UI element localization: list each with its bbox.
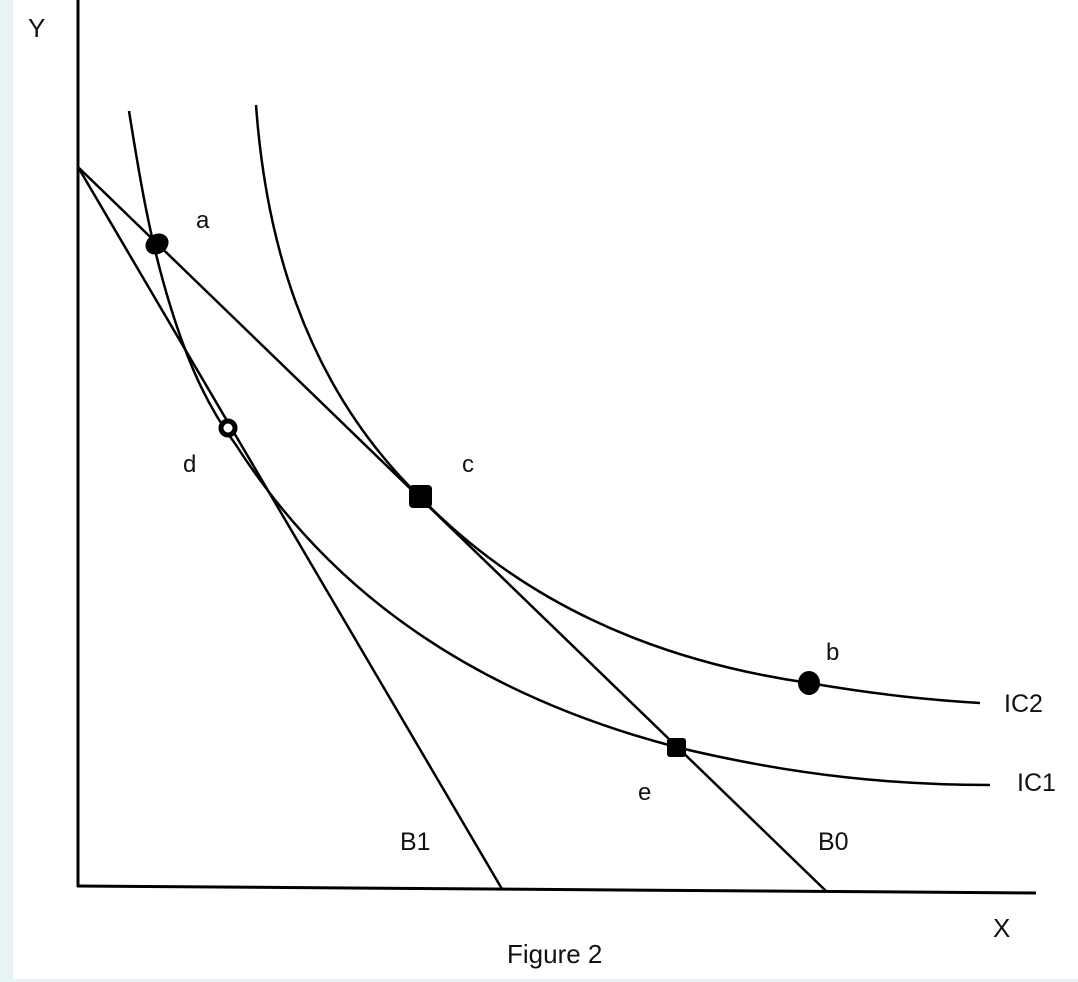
ic1-label: IC1 [1017, 769, 1056, 797]
point-a-label: a [196, 207, 210, 234]
point-e-label: e [638, 779, 651, 806]
point-b-marker [798, 671, 820, 695]
point-c-label: c [462, 451, 474, 478]
y-axis-label: Y [28, 13, 45, 43]
x-axis [76, 884, 1037, 895]
b0-label: B0 [818, 828, 849, 856]
point-e-marker [667, 738, 686, 757]
budget-line-b1 [76, 166, 504, 890]
point-c-marker [409, 485, 432, 508]
indifference-curve-ic2 [254, 104, 981, 705]
figure-caption: Figure 2 [507, 939, 602, 969]
indifference-curve-ic1 [127, 110, 991, 787]
ic2-label: IC2 [1004, 690, 1043, 718]
x-axis-label: X [993, 913, 1010, 943]
point-d-label: d [183, 451, 196, 478]
point-a-marker [145, 233, 169, 255]
point-b-label: b [826, 639, 839, 666]
point-d-marker [218, 418, 238, 438]
b1-label: B1 [400, 828, 431, 856]
figure-canvas [13, 0, 1078, 979]
